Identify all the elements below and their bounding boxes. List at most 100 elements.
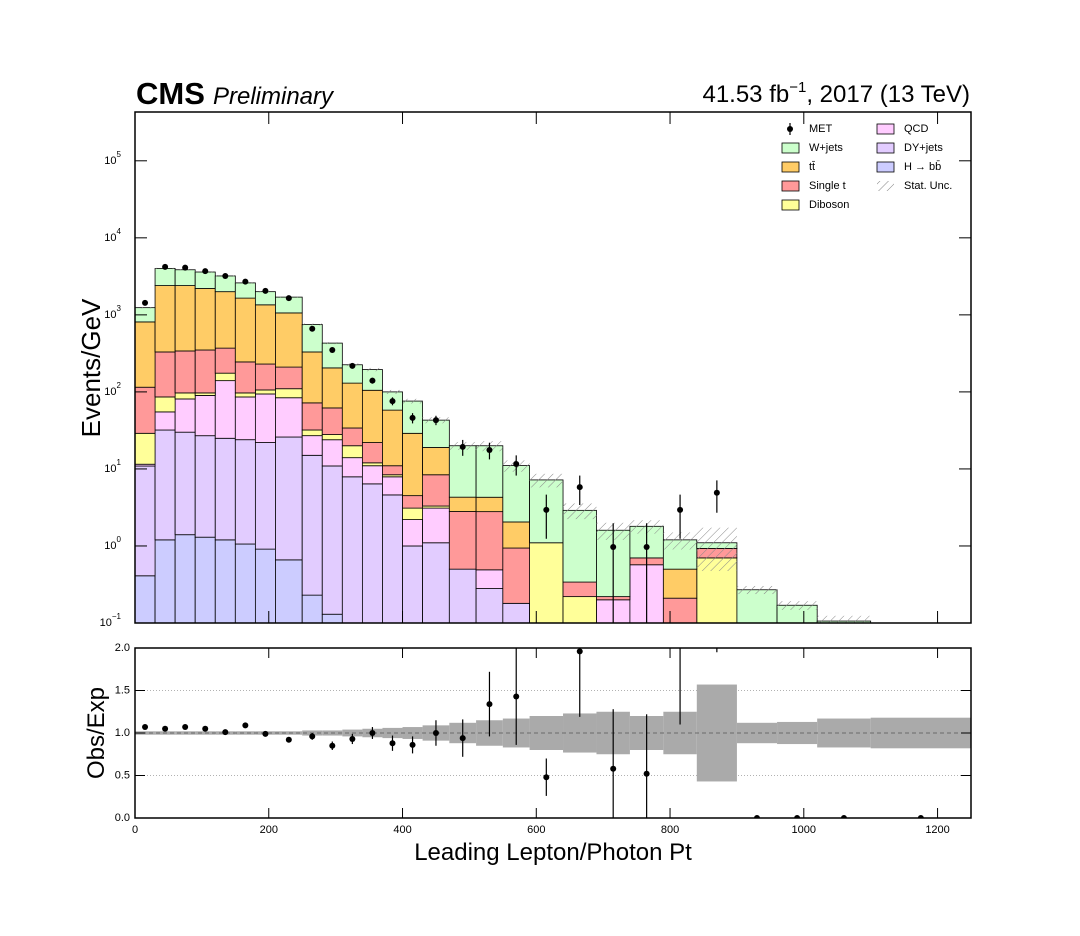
stack-bar [154, 429, 176, 541]
stack-bar [135, 465, 156, 577]
stack-bar [402, 519, 423, 547]
stack-bar [174, 350, 196, 394]
ratio-band [235, 731, 256, 735]
legend-label: Stat. Unc. [904, 180, 952, 192]
stat-unc [382, 389, 403, 394]
stack-bar [301, 435, 323, 456]
stack-bar [135, 321, 156, 388]
stack-bar [321, 407, 343, 435]
ratio-point [262, 730, 269, 737]
x-tick-label: 800 [661, 824, 679, 836]
ratio-point [389, 740, 396, 747]
ratio-point [202, 725, 209, 732]
stack-bar [475, 496, 504, 513]
status: Preliminary [213, 83, 335, 110]
stack-bar [361, 465, 383, 485]
x-tick-label: 1000 [792, 824, 816, 836]
ratio-point [162, 725, 169, 732]
stat-unc [736, 585, 778, 595]
stack-bar [382, 409, 403, 467]
stack-bar [234, 392, 256, 398]
ratio-band [777, 721, 818, 745]
y-tick-label: 105 [104, 150, 121, 167]
y-tick-base: 10 [104, 309, 116, 321]
stack-bar [361, 442, 383, 464]
stack-bar [135, 432, 156, 465]
stack-bar [154, 285, 176, 353]
data-point [486, 447, 493, 454]
y-tick-label: 0.0 [115, 812, 130, 824]
y-tick-label: 1.0 [115, 727, 130, 739]
legend-label: DY+jets [904, 142, 943, 154]
legend-label: Single t [809, 180, 846, 192]
ratio-point [242, 722, 249, 729]
x-tick-label: 400 [393, 824, 411, 836]
stack-bar [361, 462, 383, 467]
lumi-text: 41.53 fb [702, 81, 789, 108]
stack-bar [174, 392, 196, 400]
y-tick-label: 2.0 [115, 642, 130, 654]
y-tick-exponent: 4 [117, 227, 122, 236]
stack-bar [402, 507, 423, 520]
ratio-point [543, 774, 550, 781]
stack-bar [275, 366, 303, 390]
stack-bar [562, 581, 597, 598]
y-tick-exponent: −1 [112, 612, 122, 621]
legend-label: W+jets [809, 142, 843, 154]
main-plot [135, 263, 872, 623]
y-tick-exponent: 5 [117, 150, 122, 159]
y-tick-label: 102 [104, 381, 121, 398]
legend-swatch [876, 142, 895, 154]
ratio-band [382, 727, 403, 739]
ratio-point [513, 693, 520, 700]
data-point [576, 484, 583, 491]
y-tick-base: 10 [104, 386, 116, 398]
legend-label: Diboson [809, 199, 849, 211]
x-tick-label: 0 [132, 824, 138, 836]
stat-unc [322, 342, 343, 345]
stack-bar [254, 442, 276, 550]
stack-bar [475, 569, 504, 589]
stack-bar [234, 282, 256, 299]
legend-swatch [781, 161, 800, 173]
stack-bar [154, 268, 176, 286]
data-point [677, 506, 684, 513]
data-point [432, 417, 439, 424]
stack-bar [234, 543, 256, 623]
stack-bar [382, 476, 403, 496]
stack-bar [448, 496, 477, 512]
y-tick-label: 0.5 [115, 769, 130, 781]
data-point [182, 264, 189, 271]
stack-bar [402, 495, 423, 509]
stack-bar [662, 568, 698, 599]
y-tick-exponent: 0 [117, 535, 122, 544]
stack-bar [301, 351, 323, 404]
stack-bar [361, 389, 383, 443]
data-point [713, 489, 720, 496]
ratio-band [275, 731, 303, 735]
y-tick-base: 10 [104, 155, 116, 167]
stack-bar [502, 521, 530, 549]
data-point [459, 443, 466, 450]
stack-bar [275, 388, 303, 399]
stack-bar [214, 347, 236, 374]
stack-bar [662, 597, 698, 623]
stack-bar [254, 304, 276, 365]
ratio-point [486, 701, 493, 708]
stack-bar [254, 393, 276, 443]
frame [134, 111, 972, 624]
stack-bar [382, 465, 403, 476]
stack-bar [402, 432, 423, 497]
y-tick-base: 10 [104, 463, 116, 475]
legend-swatch [877, 181, 894, 191]
stack-bar [529, 542, 564, 623]
data-point [329, 346, 336, 353]
stack-bar [422, 542, 450, 623]
ratio-point [459, 735, 466, 742]
x-tick-label: 1200 [925, 824, 949, 836]
stack-bar [382, 494, 403, 623]
stack-bar [254, 548, 276, 623]
stack-bar [341, 427, 363, 447]
stat-unc [302, 323, 323, 326]
